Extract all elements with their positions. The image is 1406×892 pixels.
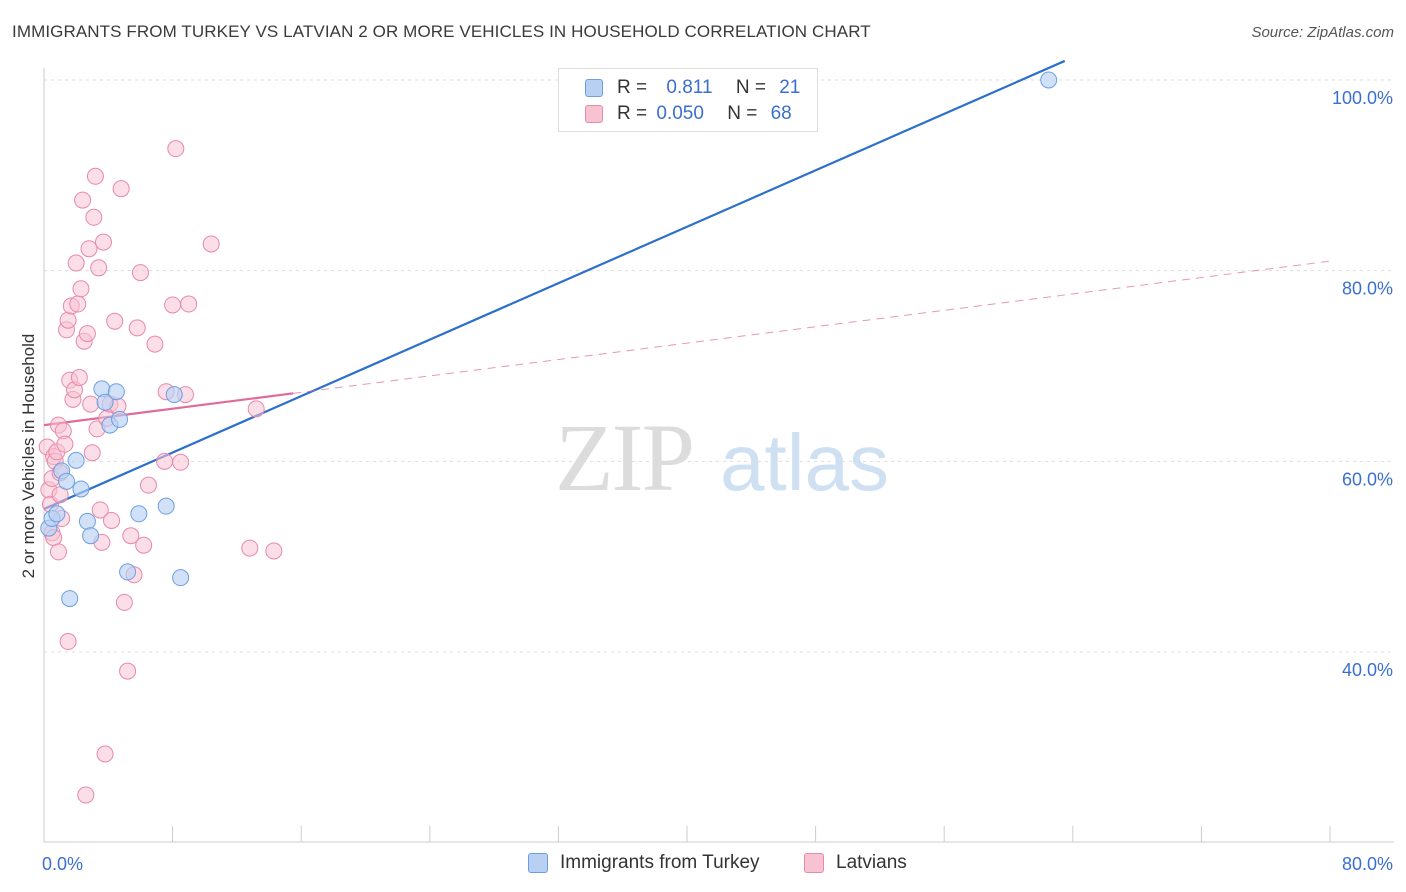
- point-latvians: [167, 140, 185, 158]
- grid-lines: [44, 79, 1394, 653]
- point-latvians: [146, 335, 164, 353]
- point-latvians: [128, 319, 146, 337]
- source-label: Source: ZipAtlas.com: [1251, 24, 1394, 41]
- legend-n-label: N =: [735, 77, 766, 98]
- point-turkey: [130, 505, 148, 523]
- watermark: ZIP atlas: [555, 404, 889, 511]
- bottom-legend-swatch-latvians: [804, 853, 824, 873]
- point-turkey: [82, 527, 100, 545]
- point-latvians: [115, 593, 133, 611]
- point-latvians: [247, 400, 265, 418]
- point-latvians: [59, 633, 77, 651]
- y-axis-label: 2 or more Vehicles in Household: [19, 334, 38, 579]
- point-turkey: [72, 480, 90, 498]
- point-latvians: [164, 296, 182, 314]
- point-latvians: [91, 501, 109, 519]
- point-latvians: [49, 543, 67, 561]
- point-turkey: [96, 393, 114, 411]
- point-latvians: [202, 235, 220, 253]
- point-latvians: [119, 662, 137, 680]
- point-turkey: [107, 383, 125, 401]
- y-tick-label: 80.0%: [1342, 279, 1393, 299]
- point-latvians: [72, 280, 90, 298]
- point-latvians: [106, 312, 124, 330]
- point-latvians: [59, 311, 77, 329]
- point-latvians: [90, 259, 108, 277]
- x-tick-label: 0.0%: [42, 854, 83, 874]
- watermark-atlas: atlas: [720, 418, 889, 507]
- point-latvians: [96, 745, 114, 763]
- trend-line-turkey: [43, 59, 1066, 511]
- point-turkey: [157, 497, 175, 515]
- point-latvians: [103, 511, 121, 529]
- point-latvians: [122, 527, 140, 545]
- axes: [43, 68, 1394, 843]
- point-latvians: [85, 208, 103, 226]
- point-turkey: [165, 386, 183, 404]
- bottom-legend-swatch-turkey: [528, 853, 548, 873]
- y-tick-label: 100.0%: [1332, 88, 1393, 108]
- point-latvians: [241, 539, 259, 557]
- bottom-legend-label-latvians: Latvians: [836, 852, 907, 873]
- legend-n-value: 21: [779, 77, 801, 98]
- legend-swatch-turkey: [585, 79, 603, 97]
- point-latvians: [77, 786, 95, 804]
- x-tick-label: 80.0%: [1342, 854, 1393, 874]
- tick-labels: 100.0% 80.0% 60.0% 40.0% 0.0% 80.0%: [42, 88, 1393, 874]
- point-latvians: [69, 295, 87, 313]
- point-turkey: [119, 563, 137, 581]
- point-latvians: [265, 542, 283, 560]
- y-tick-label: 60.0%: [1342, 469, 1393, 489]
- point-latvians: [83, 444, 101, 462]
- legend-r-value: 0.050: [656, 103, 704, 124]
- legend-swatch-latvians: [585, 105, 603, 123]
- point-turkey: [1040, 71, 1058, 89]
- trend-lines: [43, 59, 1331, 511]
- correlation-legend: R = 0.811 N = 21 R = 0.050 N = 68: [558, 68, 818, 132]
- point-latvians: [139, 476, 157, 494]
- point-turkey: [58, 472, 76, 490]
- point-latvians: [172, 453, 190, 471]
- legend-n-value: 68: [770, 103, 792, 124]
- point-latvians: [131, 264, 149, 282]
- series-immigrants-from-turkey: [40, 71, 1058, 608]
- point-latvians: [67, 254, 85, 272]
- point-latvians: [94, 233, 112, 251]
- legend-r-label: R =: [617, 103, 648, 124]
- series-latvians: [38, 140, 283, 804]
- point-turkey: [172, 569, 190, 587]
- trend-line-latvians-extension: [293, 260, 1331, 394]
- point-latvians: [56, 435, 74, 453]
- point-turkey: [67, 451, 85, 469]
- point-turkey: [48, 505, 66, 523]
- chart-title: IMMIGRANTS FROM TURKEY VS LATVIAN 2 OR M…: [12, 22, 871, 41]
- point-turkey: [111, 410, 129, 428]
- point-latvians: [180, 295, 198, 313]
- point-turkey: [78, 512, 96, 530]
- point-latvians: [86, 167, 104, 185]
- legend-r-value: 0.811: [666, 77, 713, 98]
- point-latvians: [82, 395, 100, 413]
- y-tick-label: 40.0%: [1342, 660, 1393, 680]
- watermark-zip: ZIP: [555, 404, 693, 511]
- point-latvians: [70, 368, 88, 386]
- point-latvians: [112, 180, 130, 198]
- bottom-legend-label-turkey: Immigrants from Turkey: [560, 852, 760, 873]
- trend-line-latvians: [43, 392, 294, 427]
- point-turkey: [61, 590, 79, 608]
- point-latvians: [80, 240, 98, 258]
- legend-n-label: N =: [727, 103, 758, 124]
- point-latvians: [135, 536, 153, 554]
- point-latvians: [74, 191, 92, 209]
- legend-r-label: R =: [617, 77, 648, 98]
- point-latvians: [156, 452, 174, 470]
- point-latvians: [78, 325, 96, 343]
